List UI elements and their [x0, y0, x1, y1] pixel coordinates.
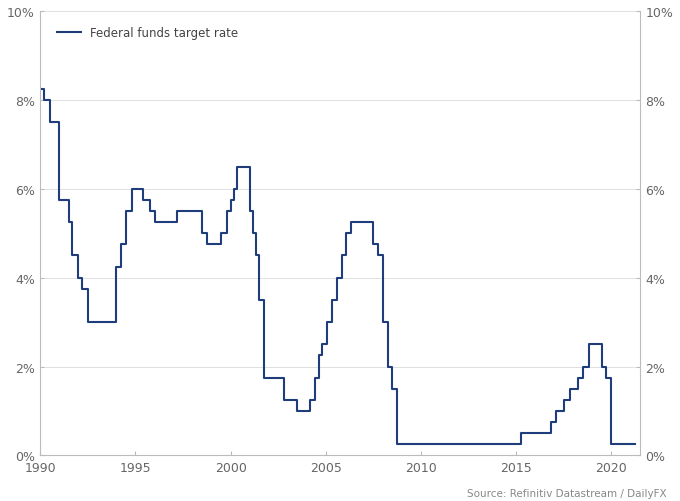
- Text: Source: Refinitiv Datastream / DailyFX: Source: Refinitiv Datastream / DailyFX: [466, 488, 666, 498]
- Legend: Federal funds target rate: Federal funds target rate: [52, 22, 243, 45]
